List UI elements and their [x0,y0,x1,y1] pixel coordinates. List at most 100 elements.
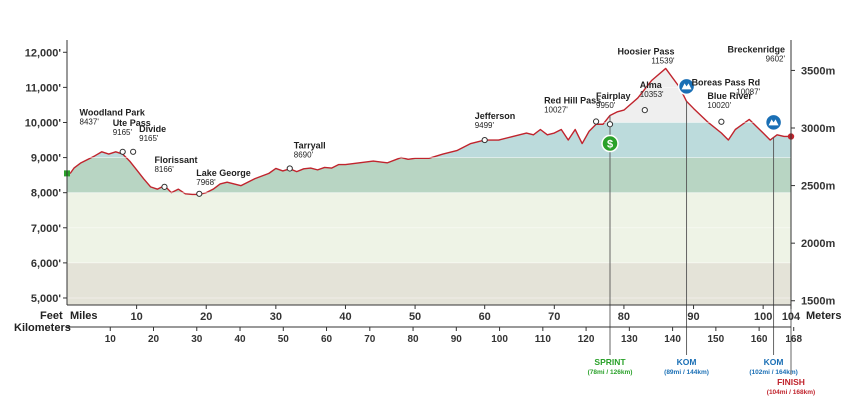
point-elevation: 10353' [640,90,664,99]
point-elevation: 8166' [154,165,174,174]
miles-axis-title: Miles [70,310,98,322]
point-name: Jefferson [475,111,516,121]
marker-label-1: KOM [677,357,697,367]
marker-sub-1: (89mi / 144km) [664,369,709,376]
mile-tick-label: 40 [339,311,351,323]
km-tick-label: 150 [708,334,725,345]
point-elevation: 10020' [707,101,731,110]
point-elevation: 9165' [113,128,133,137]
km-tick-label: 160 [751,334,768,345]
kom-icon-mountain [768,119,779,126]
marker-label-3: FINISH [777,377,805,387]
km-tick-label: 60 [321,334,333,345]
point-marker [119,148,126,155]
point-elevation: 10087' [736,87,760,96]
sprint-icon-glyph: $ [607,139,613,151]
point-name: Tarryall [294,140,326,150]
marker-sub-3: (104mi / 168km) [767,389,815,396]
feet-tick-label: 9,000' [31,153,62,165]
point-marker [641,106,648,114]
point-elevation: 11539' [651,56,675,65]
point-elevation: 7968' [196,178,216,187]
point-marker [718,118,725,125]
km-axis-title: Kilometers [14,322,71,334]
profile-area [66,40,791,196]
point-elevation: 9165' [139,134,159,143]
marker-label-2: KOM [764,357,784,367]
km-tick-label: 120 [578,334,595,345]
point-name: Divide [139,124,166,134]
km-tick-label: 50 [278,334,290,345]
point-elevation: 10027' [544,106,568,115]
point-name: Lake George [196,168,251,178]
meter-tick-label: 3500m [801,65,835,77]
point-name: Breckenridge [727,44,785,54]
band-0 [67,262,791,305]
meter-tick-label: 2500m [801,181,835,193]
point-marker [481,136,488,144]
point-name: Blue River [707,91,752,101]
km-tick-label: 90 [451,334,463,345]
point-marker [130,148,137,155]
sprint-icon [601,134,619,153]
point-name: Fairplay [596,91,631,101]
point-marker [606,121,614,128]
point-marker [592,118,600,125]
race-markers: SPRINT (78mi / 126km) $ KOM (89mi / 144km) KO… [64,77,815,396]
feet-tick-label: 10,000' [25,117,62,129]
marker-sub-0: (78mi / 126km) [588,369,633,376]
sky-mask [67,40,791,195]
point-name: Woodland Park [80,107,146,117]
axes: 12,000' 11,000' 10,000' 9,000' 8,000' 7,000' 6… [25,40,835,345]
point-elevation: 9602' [766,54,786,63]
mile-tick-label: 60 [479,311,491,323]
feet-axis-title: Feet [40,310,63,322]
point-marker [196,190,203,197]
point-name: Ute Pass [113,118,151,128]
meter-tick-label: 1500m [801,296,835,308]
feet-tick-label: 11,000' [25,82,61,94]
mile-tick-label: 50 [409,311,421,323]
km-tick-label: 130 [621,334,638,345]
meter-tick-label: 2000m [801,238,835,250]
feet-tick-label: 8,000' [31,188,62,200]
mile-tick-label: 90 [687,311,699,323]
km-tick-label: 20 [148,334,160,345]
km-tick-label: 40 [234,334,246,345]
meters-axis-title: Meters [806,310,841,322]
mile-tick-label: 70 [548,311,560,323]
point-elevation: 9499' [475,121,495,130]
km-tick-label: 100 [491,334,508,345]
point-name: Florissant [154,155,197,165]
point-elevation: 8437' [80,117,100,126]
gridlines [67,51,791,299]
feet-tick-label: 12,000' [25,47,62,59]
feet-tick-label: 7,000' [31,223,62,235]
point-marker [161,183,168,190]
km-tick-label: 140 [664,334,681,345]
point-elevation: 8690' [294,150,314,159]
point-name: Boreas Pass Rd [692,77,761,87]
point-name: Alma [640,80,663,90]
point-marker [286,165,293,172]
mile-tick-label: 100 [754,311,772,323]
mile-tick-label: 80 [618,311,630,323]
mile-tick-label: 104 [782,311,801,323]
point-elevation: 9950' [596,101,616,110]
mile-tick-label: 10 [130,311,142,323]
km-tick-label: 168 [785,334,802,345]
km-tick-label: 10 [105,334,117,345]
km-tick-label: 80 [407,334,419,345]
meter-tick-label: 3000m [801,123,835,135]
point-name: Hoosier Pass [618,46,675,56]
point-name: Red Hill Pass [544,96,601,106]
marker-label-0: SPRINT [594,357,626,367]
mile-tick-label: 30 [270,311,282,323]
elevation-line [66,67,791,196]
feet-tick-label: 6,000' [31,258,62,270]
feet-tick-label: 5,000' [31,293,62,305]
marker-sub-2: (102mi / 164km) [749,369,797,376]
km-tick-label: 110 [535,334,552,345]
